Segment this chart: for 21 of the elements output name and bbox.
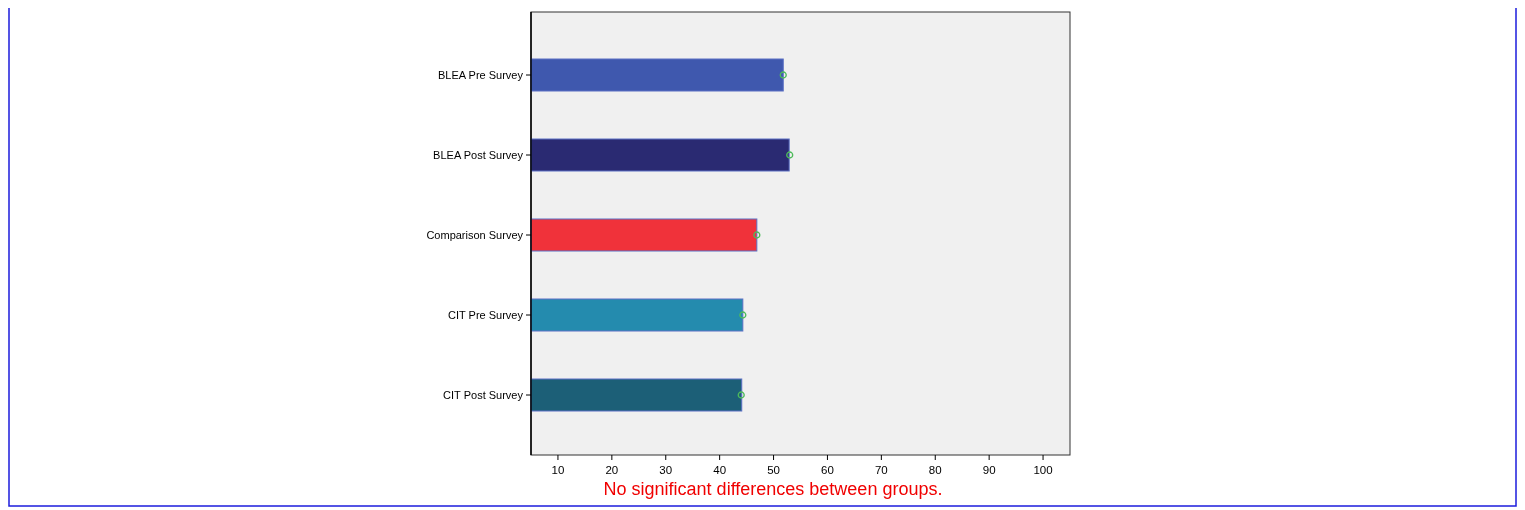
point	[779, 71, 787, 79]
y-tick-label: CIT Post Survey	[443, 389, 524, 401]
x-tick-label: 90	[982, 464, 996, 476]
point	[786, 151, 794, 159]
point	[737, 391, 745, 399]
x-tick-label: 40	[713, 464, 727, 476]
y-tick-label: CIT Pre Survey	[448, 309, 524, 321]
x-tick-label: 70	[874, 464, 888, 476]
x-tick-label: 80	[928, 464, 942, 476]
x-tick-label: 100	[1033, 464, 1053, 476]
x-tick-label: 30	[659, 464, 673, 476]
point	[753, 231, 761, 239]
y-tick-label: BLEA Pre Survey	[438, 69, 524, 81]
point	[739, 311, 747, 319]
x-tick-label: 20	[605, 464, 619, 476]
y-tick-label: BLEA Post Survey	[433, 149, 524, 161]
text: No significant differences between groups.	[603, 479, 943, 499]
x-tick-label: 50	[767, 464, 780, 476]
x-tick-label: 10	[551, 464, 565, 476]
y-tick-label: Comparison Survey	[426, 229, 524, 241]
x-tick-label: 60	[821, 464, 834, 476]
